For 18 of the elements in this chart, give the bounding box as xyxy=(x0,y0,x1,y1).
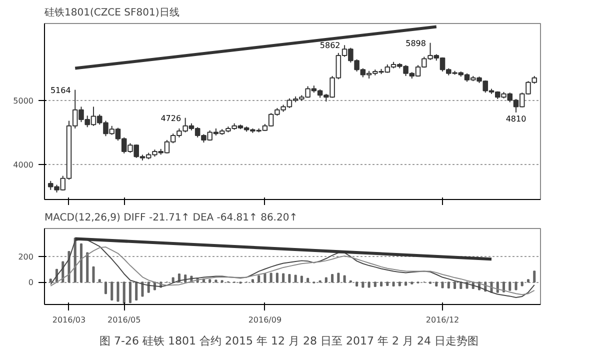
y-tick-label: 5000 xyxy=(13,96,34,106)
caption: 图 7-26 硅铁 1801 合约 2015 年 12 月 28 日至 2017 年 2 月 24 日走势图 xyxy=(100,334,478,348)
y-tick-label: 4000 xyxy=(13,160,34,170)
line-series xyxy=(50,246,535,296)
chart-title: MACD(12,26,9) DIFF -21.71↑ DEA -64.81↑ 86.20↑ xyxy=(44,212,298,224)
text: 4726 xyxy=(160,114,182,123)
text: 5898 xyxy=(406,38,426,48)
x-tick-label: 2016/09 xyxy=(248,316,282,324)
chart-title: 硅铁1801(CZCE SF801)日线 xyxy=(44,6,180,18)
x-tick-label: 2016/03 xyxy=(52,316,86,324)
y-tick-label: 0 xyxy=(28,278,34,288)
text: 5164 xyxy=(50,86,71,95)
line-series xyxy=(50,238,535,298)
y-tick-label: 200 xyxy=(18,252,34,262)
x-tick-label: 2016/05 xyxy=(107,316,141,324)
text: 5862 xyxy=(320,41,340,50)
x-tick-label: 2016/12 xyxy=(426,316,460,324)
text: 4810 xyxy=(506,114,526,124)
